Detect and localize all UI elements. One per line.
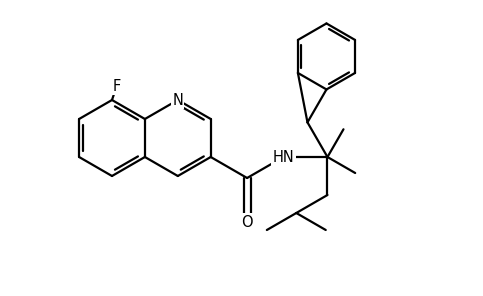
Text: F: F <box>113 78 121 94</box>
Text: HN: HN <box>272 149 294 165</box>
Text: O: O <box>242 215 253 229</box>
Text: N: N <box>172 93 183 107</box>
